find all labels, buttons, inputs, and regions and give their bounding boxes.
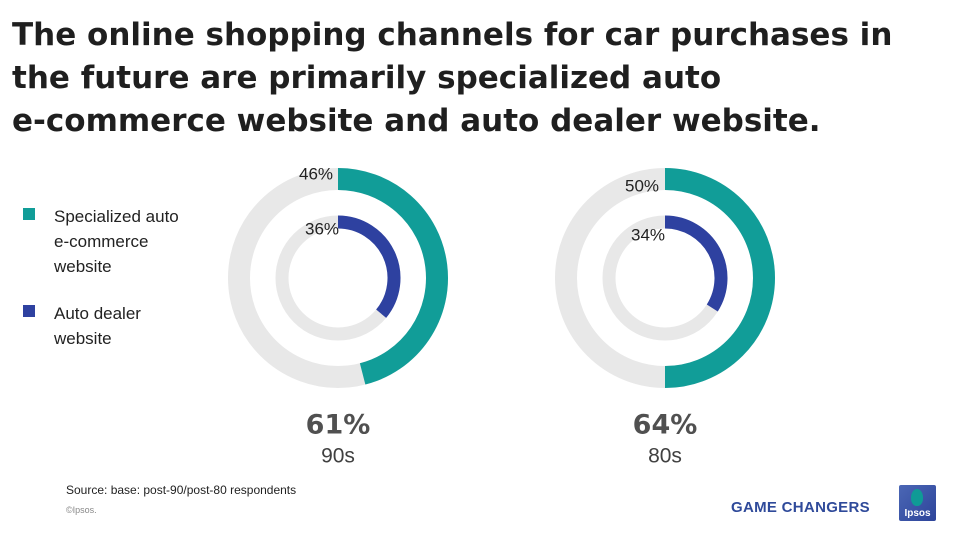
source-note: Source: base: post-90/post-80 respondent… — [66, 483, 297, 497]
legend-label-ecommerce-line-2: e-commerce — [54, 232, 149, 251]
brand-tagline: GAME CHANGERS — [731, 499, 870, 516]
total-label-90s: 61% — [306, 410, 371, 441]
donut-group-90s: 46% 36% 61% 90s — [228, 164, 448, 468]
donut-arc-80s-0 — [664, 168, 775, 388]
legend-label-ecommerce-line-3: website — [54, 257, 112, 276]
title-line-1: The online shopping channels for car pur… — [12, 17, 893, 53]
legend-swatch-dealer — [23, 305, 35, 317]
copyright-note: ©Ipsos. — [66, 505, 97, 515]
legend-swatch-ecommerce — [23, 208, 35, 220]
donut-group-80s: 50% 34% 64% 80s — [555, 168, 775, 468]
data-label-90s-0: 46% — [299, 164, 333, 183]
page-title: The online shopping channels for car pur… — [12, 14, 952, 143]
data-label-80s-1: 34% — [631, 225, 665, 244]
chart-legend: Specialized auto e-commerce website Auto… — [20, 204, 210, 373]
logo-text: Ipsos — [904, 508, 931, 519]
legend-label-dealer-line-2: website — [54, 329, 112, 348]
donut-arc-90s-0 — [337, 168, 448, 385]
legend-label-dealer-line-1: Auto dealer — [54, 304, 141, 323]
data-label-80s-0: 50% — [625, 176, 659, 195]
group-label-90s: 90s — [321, 445, 355, 468]
legend-item-ecommerce: Specialized auto e-commerce website — [20, 204, 210, 279]
title-line-3: e-commerce website and auto dealer websi… — [12, 103, 821, 139]
donut-arc-90s-1 — [337, 215, 401, 318]
data-label-90s-1: 36% — [305, 219, 339, 238]
legend-label-ecommerce-line-1: Specialized auto — [54, 207, 179, 226]
ipsos-logo: Ipsos — [899, 485, 936, 521]
group-label-80s: 80s — [648, 445, 682, 468]
donut-arc-80s-1 — [664, 215, 728, 312]
total-label-80s: 64% — [633, 410, 698, 441]
legend-item-dealer: Auto dealer website — [20, 301, 210, 351]
logo-mark-icon — [911, 489, 923, 506]
title-line-2: the future are primarily specialized aut… — [12, 60, 722, 96]
